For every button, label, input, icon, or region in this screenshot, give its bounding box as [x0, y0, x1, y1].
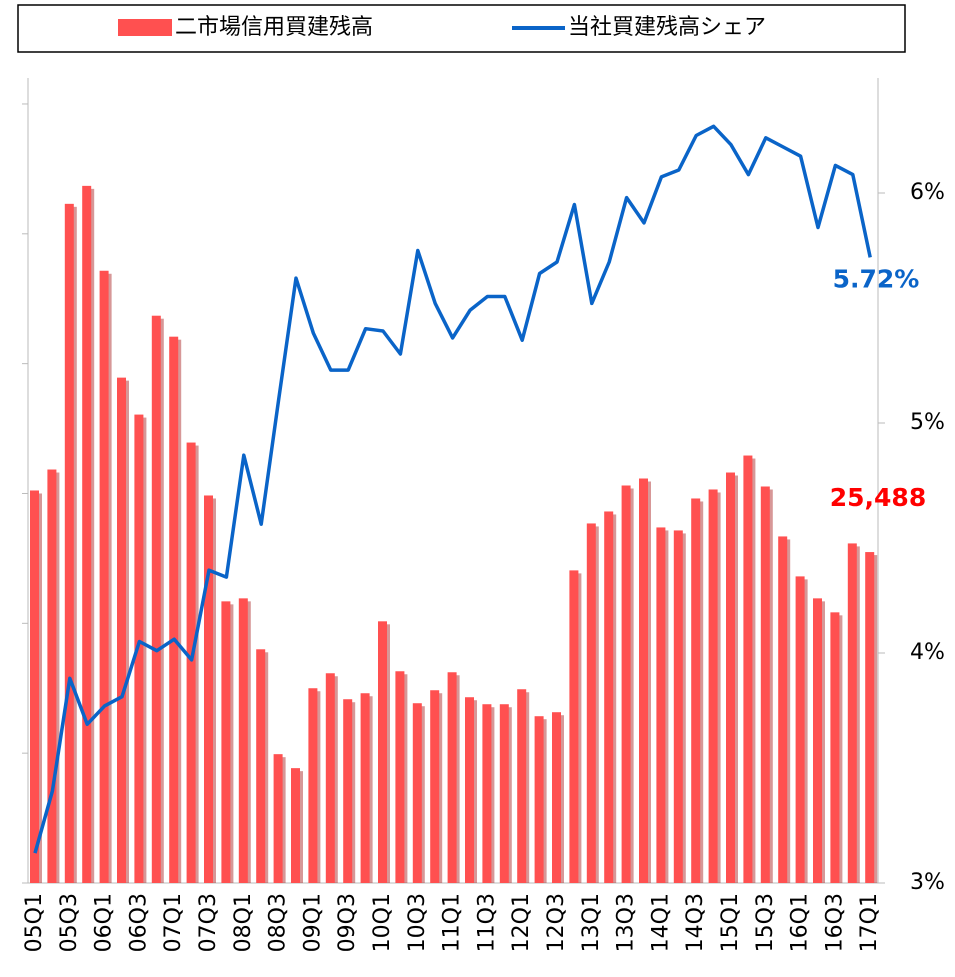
bar	[238, 598, 248, 883]
x-tick-label: 13Q1	[579, 893, 604, 952]
bar	[99, 270, 109, 883]
bar	[117, 377, 126, 883]
bar	[221, 601, 231, 883]
bar	[552, 712, 561, 883]
bar	[778, 536, 788, 883]
x-tick-label: 14Q1	[648, 893, 673, 952]
bar	[82, 185, 92, 883]
x-tick-label: 11Q1	[440, 893, 465, 952]
data-label: 25,488	[830, 483, 926, 512]
x-tick-label: 05Q1	[22, 893, 47, 952]
bar	[256, 649, 266, 883]
x-tick-label: 08Q3	[266, 893, 291, 952]
bar	[517, 689, 527, 883]
bar	[308, 688, 318, 883]
x-tick-label: 14Q3	[683, 893, 708, 952]
bar	[273, 754, 283, 883]
x-tick-label: 12Q1	[509, 893, 534, 952]
y2-tick-label: 5%	[910, 410, 945, 435]
bar	[412, 703, 422, 883]
y2-tick-label: 3%	[910, 870, 945, 895]
bar	[151, 315, 161, 883]
y2-tick-label: 6%	[910, 180, 945, 205]
bar	[447, 672, 457, 883]
x-tick-label: 09Q3	[335, 893, 360, 952]
bar	[47, 469, 57, 883]
bar	[64, 203, 74, 884]
x-tick-label: 06Q3	[126, 893, 151, 952]
bar	[743, 455, 753, 883]
x-tick-label: 16Q1	[788, 893, 813, 952]
bar	[726, 472, 735, 883]
bar	[830, 612, 840, 883]
bar	[673, 530, 683, 883]
bar	[708, 489, 718, 883]
bar	[325, 673, 335, 883]
bar	[691, 498, 701, 883]
bar	[604, 511, 614, 883]
bar	[378, 621, 387, 883]
x-tick-label: 06Q1	[92, 893, 117, 952]
x-tick-label: 07Q3	[196, 893, 221, 952]
legend-label: 当社買建残高シェア	[568, 15, 766, 40]
x-tick-label: 11Q3	[474, 893, 499, 952]
data-label: 5.72%	[833, 264, 920, 293]
bar	[621, 485, 631, 883]
bar	[204, 495, 213, 883]
x-tick-label: 08Q1	[231, 893, 256, 952]
bar	[847, 543, 857, 883]
bar	[430, 690, 440, 883]
bar	[865, 552, 875, 883]
x-tick-label: 05Q3	[57, 893, 82, 952]
bar	[169, 336, 179, 883]
bar	[465, 697, 474, 883]
bar	[30, 490, 39, 883]
bar	[760, 486, 770, 883]
x-tick-label: 10Q1	[370, 893, 395, 952]
x-tick-label: 16Q3	[822, 893, 847, 952]
x-tick-label: 15Q1	[718, 893, 743, 952]
x-tick-label: 15Q3	[753, 893, 778, 952]
y2-tick-label: 4%	[910, 640, 945, 665]
bar	[291, 768, 300, 883]
bar	[795, 576, 805, 883]
bar	[482, 704, 492, 883]
legend-label: 二市場信用買建残高	[175, 15, 373, 40]
bar	[360, 693, 370, 883]
x-tick-label: 09Q1	[300, 893, 325, 952]
bar	[586, 523, 596, 883]
bar	[813, 598, 822, 883]
bar	[639, 478, 648, 883]
bar	[569, 570, 579, 883]
x-tick-label: 17Q1	[857, 893, 882, 952]
bar	[534, 716, 544, 883]
x-tick-label: 10Q3	[405, 893, 430, 952]
bar	[395, 671, 405, 883]
x-tick-label: 07Q1	[161, 893, 186, 952]
bar	[343, 699, 353, 883]
legend-swatch	[118, 19, 172, 36]
bar	[656, 527, 666, 883]
bar	[186, 442, 196, 883]
x-tick-label: 13Q3	[614, 893, 639, 952]
line	[33, 124, 872, 854]
bar	[499, 704, 509, 883]
x-tick-label: 12Q3	[544, 893, 569, 952]
